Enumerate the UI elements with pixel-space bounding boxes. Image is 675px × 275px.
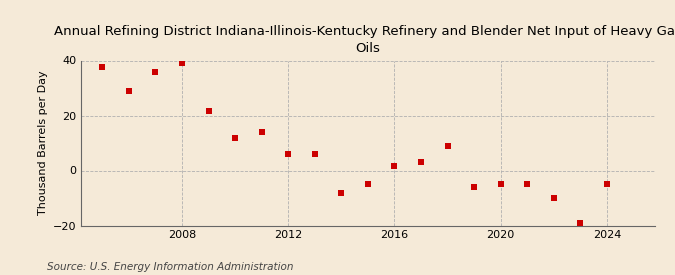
Point [601,182,612,186]
Point [575,221,586,225]
Y-axis label: Thousand Barrels per Day: Thousand Barrels per Day [38,71,49,215]
Text: Source: U.S. Energy Information Administration: Source: U.S. Energy Information Administ… [47,262,294,272]
Point [416,160,427,164]
Point [283,152,294,156]
Point [97,65,107,70]
Point [309,152,320,156]
Point [468,185,479,189]
Point [336,190,347,195]
Point [230,135,240,140]
Point [150,69,161,74]
Point [442,144,453,148]
Point [203,109,214,114]
Point [177,61,188,65]
Point [522,182,533,186]
Point [124,89,134,93]
Point [495,182,506,186]
Point [548,196,559,200]
Point [256,130,267,134]
Point [389,164,400,169]
Point [362,182,373,186]
Title: Annual Refining District Indiana-Illinois-Kentucky Refinery and Blender Net Inpu: Annual Refining District Indiana-Illinoi… [54,25,675,55]
